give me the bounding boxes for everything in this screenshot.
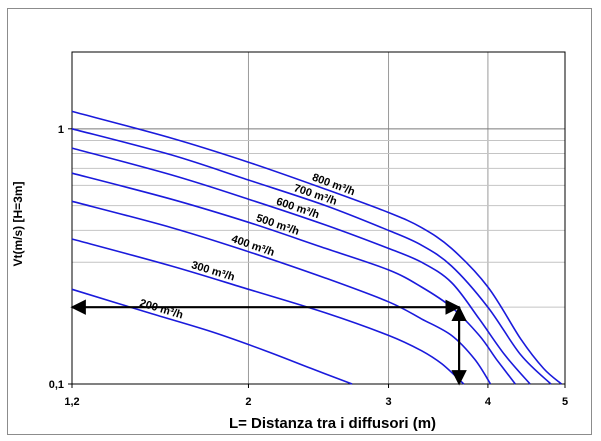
series-line-2 [71,128,552,385]
series-line-4 [71,172,516,385]
plot-area [71,51,566,385]
series-label-6: 300 m³/h [190,259,236,283]
series-label-4: 500 m³/h [255,212,301,238]
series-line-1 [71,110,563,385]
series-label-7: 200 m³/h [138,297,184,321]
x-tick-label: 2 [245,396,251,408]
x-tick-label: 1,2 [64,396,79,408]
gridlines [72,52,565,384]
x-axis-title: L= Distanza tra i diffusori (m) [229,415,436,432]
y-axis-title: Vt(m/s) [H=3m] [11,181,25,266]
series-line-6 [71,238,465,385]
series-label-5: 400 m³/h [230,233,276,259]
y-tick-label: 1 [58,124,64,136]
y-tick-label: 0,1 [49,379,64,391]
annotation-arrows [70,299,467,386]
x-tick-label: 4 [485,396,492,408]
x-tick-label: 5 [562,396,568,408]
x-tick-label: 3 [385,396,391,408]
series-line-7 [71,288,353,385]
series-line-3 [71,147,531,385]
axis-ticks: 1,2 2 3 4 5 0,1 1 [49,124,568,408]
